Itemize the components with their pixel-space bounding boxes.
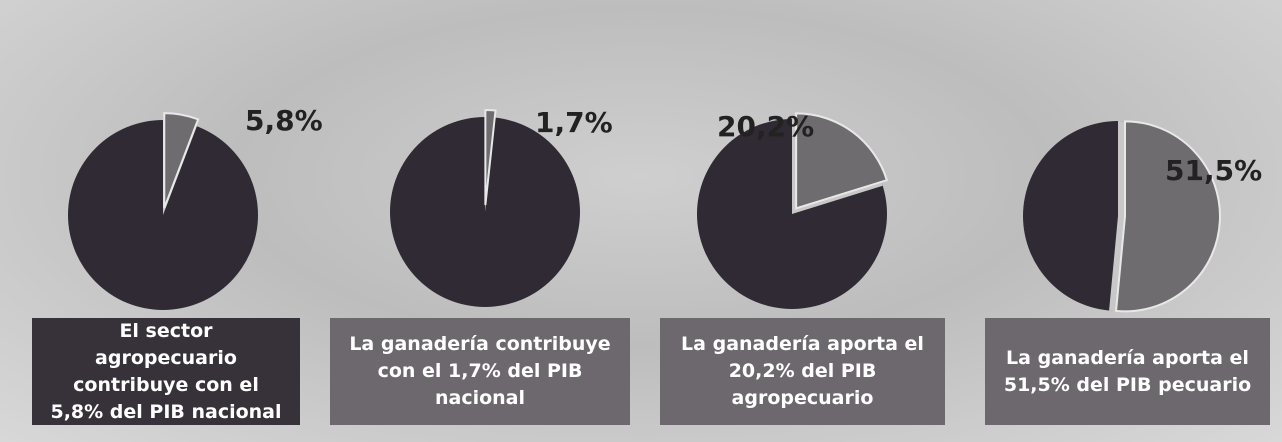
caption: La ganadería aporta el 51,5% del PIB pec… [985,318,1270,425]
caption: El sector agropecuario contribuye con el… [32,318,300,425]
value-label: 20,2% [717,110,814,143]
value-label: 1,7% [535,106,613,139]
value-label: 5,8% [245,104,323,137]
value-label: 51,5% [1165,154,1262,187]
pie-slice [1116,121,1220,311]
caption: La ganadería contribuye con el 1,7% del … [330,318,630,425]
infographic: 5,8% 1,7% 20,2% 51,5% El sector agropecuari… [0,0,1282,442]
caption: La ganadería aporta el 20,2% del PIB agr… [660,318,945,425]
